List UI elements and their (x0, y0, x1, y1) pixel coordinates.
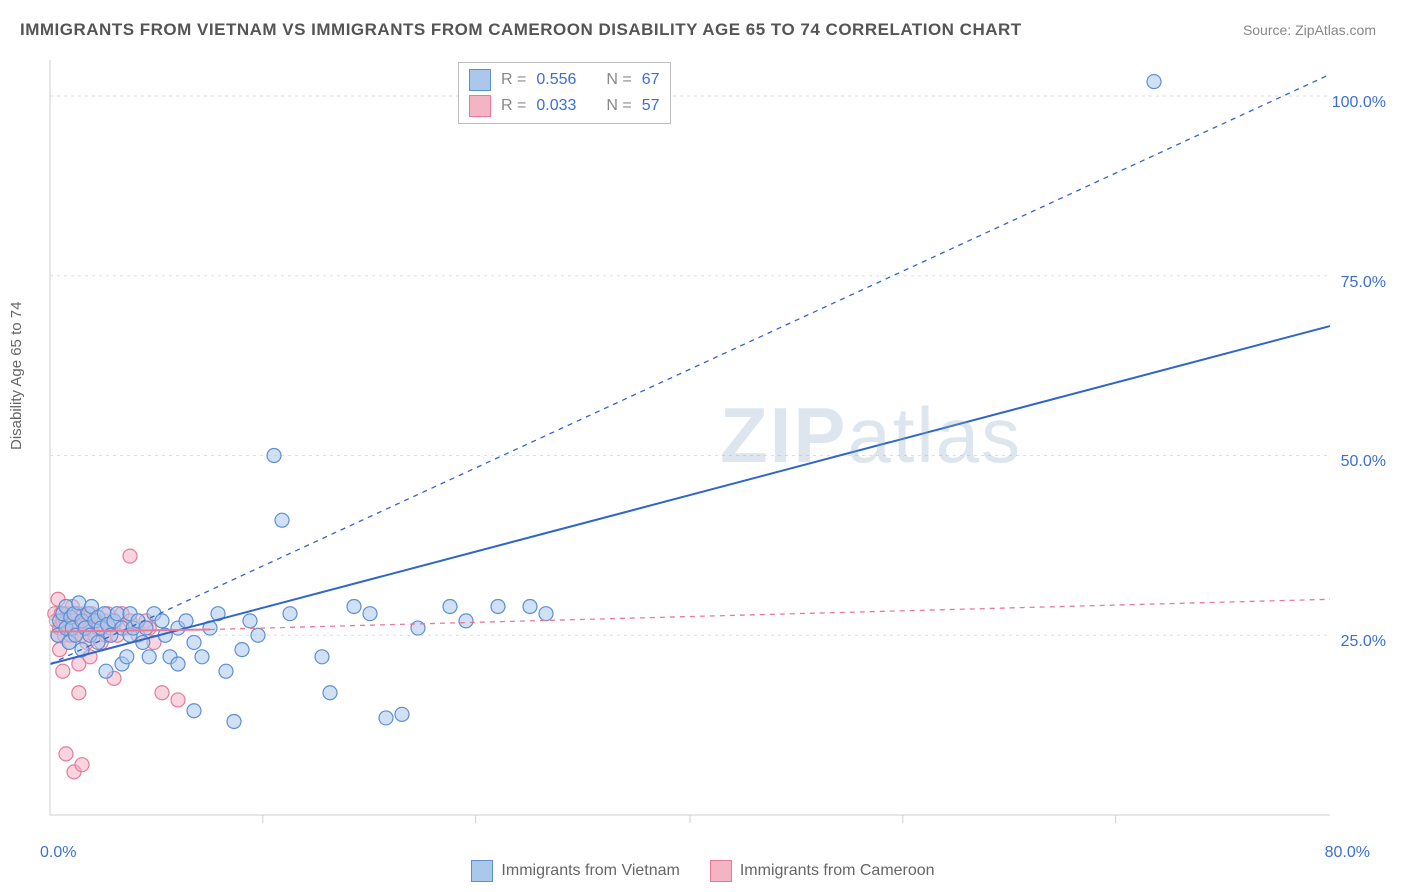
chart-title: IMMIGRANTS FROM VIETNAM VS IMMIGRANTS FR… (20, 20, 1022, 40)
n-value: 57 (642, 97, 660, 115)
legend-label: Immigrants from Cameroon (740, 862, 935, 880)
legend-swatch (710, 860, 732, 882)
y-tick-label: 50.0% (1316, 453, 1386, 471)
stats-box: R = 0.556 N = 67 R = 0.033 N = 57 (458, 62, 671, 124)
stats-swatch (469, 95, 491, 117)
stats-row: R = 0.033 N = 57 (469, 93, 660, 119)
legend-bar: Immigrants from Vietnam Immigrants from C… (0, 860, 1406, 882)
n-label: N = (606, 97, 631, 115)
source-label: Source: ZipAtlas.com (1243, 22, 1376, 38)
axes-layer (50, 60, 1330, 823)
legend-swatch (471, 860, 493, 882)
y-axis-label: Disability Age 65 to 74 (8, 302, 25, 450)
stats-swatch (469, 69, 491, 91)
x-tick-right: 80.0% (1325, 844, 1370, 862)
legend-item: Immigrants from Vietnam (471, 860, 679, 882)
legend-item: Immigrants from Cameroon (710, 860, 935, 882)
r-label: R = (501, 71, 526, 89)
legend-label: Immigrants from Vietnam (501, 862, 679, 880)
y-tick-label: 25.0% (1316, 633, 1386, 651)
n-label: N = (606, 71, 631, 89)
r-value: 0.556 (536, 71, 576, 89)
n-value: 67 (642, 71, 660, 89)
y-tick-label: 75.0% (1316, 274, 1386, 292)
scatter-plot (40, 55, 1370, 845)
regression-lines (50, 74, 1330, 664)
r-value: 0.033 (536, 97, 576, 115)
r-label: R = (501, 97, 526, 115)
grid-layer (50, 96, 1330, 635)
stats-row: R = 0.556 N = 67 (469, 67, 660, 93)
series-vietnam-points (51, 75, 1161, 729)
x-tick-left: 0.0% (40, 844, 76, 862)
y-tick-label: 100.0% (1316, 94, 1386, 112)
